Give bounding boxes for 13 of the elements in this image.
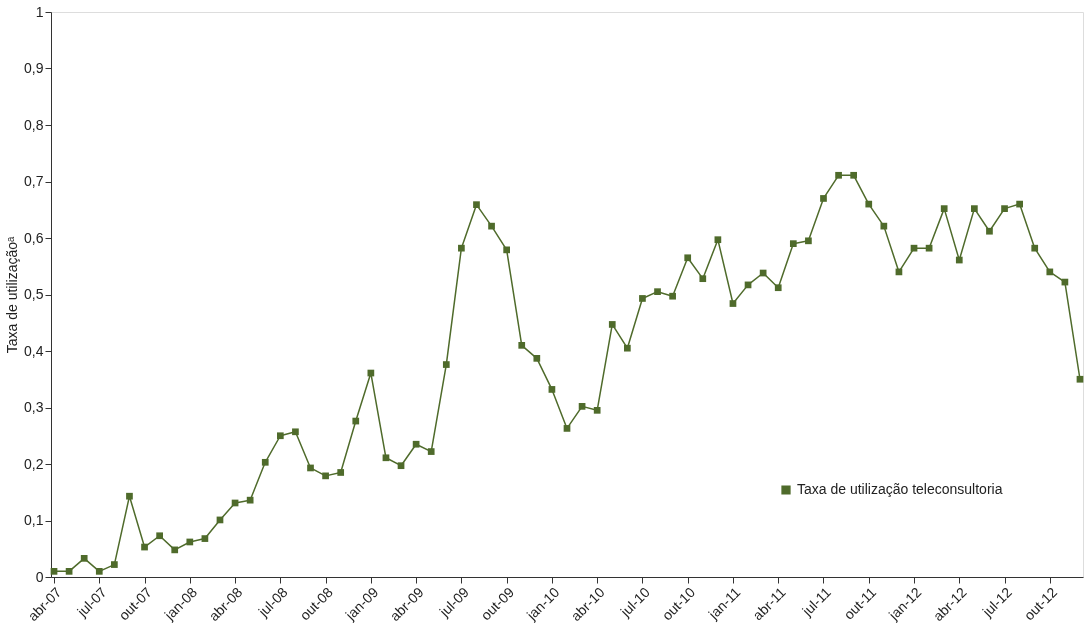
legend-label: Taxa de utilização teleconsultoria [797, 481, 1003, 497]
y-tick-label: 0,5 [24, 286, 44, 302]
y-tick-label: 0,2 [24, 455, 44, 472]
y-tick-label: 0,6 [24, 229, 44, 246]
y-tick-label: 1 [35, 3, 44, 20]
y-tick-label: 0,9 [24, 60, 44, 76]
y-tick-label: 0,4 [24, 342, 44, 359]
y-tick-label: 0,7 [24, 173, 44, 189]
y-axis-title: Taxa de utilizaçãoᵃ [4, 235, 21, 354]
y-tick-label: 0 [35, 568, 44, 585]
y-tick-label: 0,8 [24, 116, 44, 133]
y-tick-label: 0,1 [24, 512, 44, 528]
y-tick-label: 0,3 [24, 399, 44, 415]
